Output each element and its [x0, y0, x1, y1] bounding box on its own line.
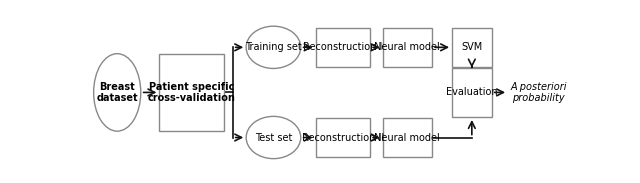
FancyBboxPatch shape: [316, 118, 370, 157]
Text: Evaluation: Evaluation: [446, 87, 498, 97]
FancyBboxPatch shape: [316, 28, 370, 67]
Text: SVM: SVM: [461, 42, 483, 52]
Text: A posteriori
probability: A posteriori probability: [511, 82, 567, 103]
Text: Reconstruction II: Reconstruction II: [301, 132, 384, 143]
FancyBboxPatch shape: [159, 54, 224, 131]
Text: Neural model: Neural model: [374, 132, 440, 143]
FancyBboxPatch shape: [383, 28, 432, 67]
Text: Breast
dataset: Breast dataset: [97, 82, 138, 103]
Ellipse shape: [246, 116, 301, 159]
FancyBboxPatch shape: [452, 28, 492, 67]
Text: Patient specific
cross-validation: Patient specific cross-validation: [148, 82, 236, 103]
Ellipse shape: [93, 54, 141, 131]
Text: Training set: Training set: [245, 42, 302, 52]
Ellipse shape: [246, 26, 301, 68]
FancyBboxPatch shape: [452, 68, 492, 117]
Text: Test set: Test set: [255, 132, 292, 143]
Text: Neural model: Neural model: [374, 42, 440, 52]
FancyBboxPatch shape: [383, 118, 432, 157]
Text: Reconstruction I: Reconstruction I: [303, 42, 383, 52]
